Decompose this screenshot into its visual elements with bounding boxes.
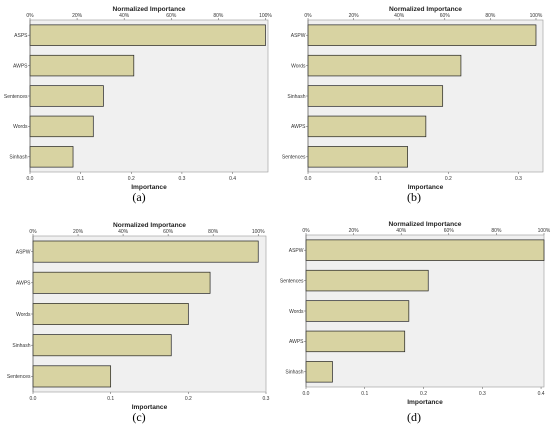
top-tick-label: 80% <box>485 13 496 19</box>
top-tick-label: 80% <box>208 229 219 235</box>
category-label: Sentences <box>4 94 28 100</box>
top-tick-label: 40% <box>118 229 129 235</box>
x-tick-label: 0.3 <box>515 176 522 182</box>
category-label: Sentences <box>280 278 304 284</box>
top-tick-label: 100% <box>538 228 550 234</box>
x-tick-label: 0.4 <box>229 176 236 182</box>
bar-sinhash <box>29 146 74 168</box>
bar-words <box>29 115 94 138</box>
bar-asps <box>29 24 266 46</box>
bar-awps <box>32 271 211 294</box>
bar-words <box>305 300 410 322</box>
x-tick-label: 0.1 <box>77 176 84 182</box>
category-label: AWPS <box>16 281 31 287</box>
x-tick-label: 0.0 <box>303 391 310 397</box>
top-tick-label: 60% <box>166 13 177 19</box>
top-tick-label: 20% <box>349 13 360 19</box>
top-tick-label: 40% <box>119 13 130 19</box>
category-label: AWPS <box>291 124 306 130</box>
x-tick-label: 0.2 <box>185 396 192 402</box>
top-tick-label: 60% <box>440 13 451 19</box>
x-tick-label: 0.1 <box>361 391 368 397</box>
category-label: Words <box>291 63 306 69</box>
top-tick-label: 80% <box>213 13 224 19</box>
x-tick-label: 0.0 <box>30 396 37 402</box>
top-tick-label: 40% <box>396 228 407 234</box>
bar-words <box>307 54 462 77</box>
panel-label: (b) <box>407 190 421 204</box>
panel-label: (a) <box>132 190 145 204</box>
bar-aspw <box>307 24 537 46</box>
x-axis-title: Importance <box>131 184 167 191</box>
top-axis-title: Normalized Importance <box>389 221 462 228</box>
bar-sinhash <box>32 334 172 357</box>
top-tick-label: 0% <box>304 13 312 19</box>
bar-sentences <box>32 365 112 388</box>
bar-aspw <box>305 239 545 261</box>
top-tick-label: 60% <box>163 229 174 235</box>
chart-panel-1: Normalized Importance 0% 20% 40% 60% 80% 100% 0… <box>4 6 273 204</box>
top-tick-label: 100% <box>530 13 543 19</box>
panel-label: (d) <box>407 410 421 424</box>
bar-awps <box>305 330 406 353</box>
top-tick-label: 0% <box>29 229 37 235</box>
bar-awps <box>307 115 427 138</box>
category-label: Sinhash <box>12 343 30 349</box>
panel-label: (c) <box>132 410 145 424</box>
x-tick-label: 0.2 <box>420 391 427 397</box>
top-tick-label: 0% <box>302 228 310 234</box>
top-axis-title: Normalized Importance <box>113 6 186 13</box>
top-tick-label: 20% <box>73 229 84 235</box>
x-tick-label: 0.3 <box>178 176 185 182</box>
x-tick-label: 0.3 <box>479 391 486 397</box>
x-tick-label: 0.0 <box>305 176 312 182</box>
bar-awps <box>29 54 135 77</box>
x-tick-label: 0.1 <box>375 176 382 182</box>
top-tick-label: 20% <box>349 228 360 234</box>
category-label: ASPW <box>291 33 306 39</box>
x-axis-title: Importance <box>408 184 444 191</box>
category-label: Sinhash <box>285 370 303 376</box>
top-tick-label: 20% <box>72 13 83 19</box>
x-tick-label: 0.2 <box>128 176 135 182</box>
top-tick-label: 100% <box>259 13 272 19</box>
x-axis-title: Importance <box>407 399 443 406</box>
x-tick-label: 0.0 <box>27 176 34 182</box>
category-label: AWPS <box>13 63 28 69</box>
bar-sentences <box>307 146 408 168</box>
x-tick-label: 0.3 <box>263 396 270 402</box>
top-tick-label: 100% <box>252 229 265 235</box>
category-label: Sentences <box>282 155 306 161</box>
category-label: ASPW <box>16 249 31 255</box>
bar-sentences <box>305 269 429 292</box>
top-axis-title: Normalized Importance <box>113 222 186 229</box>
category-label: AWPS <box>289 339 304 345</box>
x-axis-title: Importance <box>132 404 168 411</box>
top-tick-label: 80% <box>491 228 502 234</box>
category-label: ASPW <box>289 248 304 254</box>
category-label: Sentences <box>7 374 31 380</box>
bar-sentences <box>29 85 104 107</box>
bar-words <box>32 303 189 325</box>
bar-sinhash <box>307 85 444 107</box>
category-label: Words <box>289 309 304 315</box>
category-label: Words <box>16 312 31 318</box>
top-axis-title: Normalized Importance <box>389 6 462 13</box>
top-tick-label: 0% <box>26 13 34 19</box>
bar-sinhash <box>305 361 333 383</box>
x-tick-label: 0.4 <box>538 391 545 397</box>
x-tick-label: 0.1 <box>107 396 114 402</box>
chart-panel-3: Normalized Importance 0% 20% 40% 60% 80% 100% 0… <box>7 222 270 424</box>
top-tick-label: 40% <box>394 13 405 19</box>
chart-panel-4: Normalized Importance 0% 20% 40% 60% 80% 100% 0… <box>280 221 550 424</box>
top-tick-label: 60% <box>444 228 455 234</box>
category-label: Sinhash <box>287 94 305 100</box>
category-label: ASPS <box>14 33 28 39</box>
category-label: Words <box>13 124 28 130</box>
category-label: Sinhash <box>9 155 27 161</box>
bar-aspw <box>32 240 259 263</box>
x-tick-label: 0.2 <box>445 176 452 182</box>
chart-panel-2: Normalized Importance 0% 20% 40% 60% 80% 100% 0… <box>282 6 544 204</box>
